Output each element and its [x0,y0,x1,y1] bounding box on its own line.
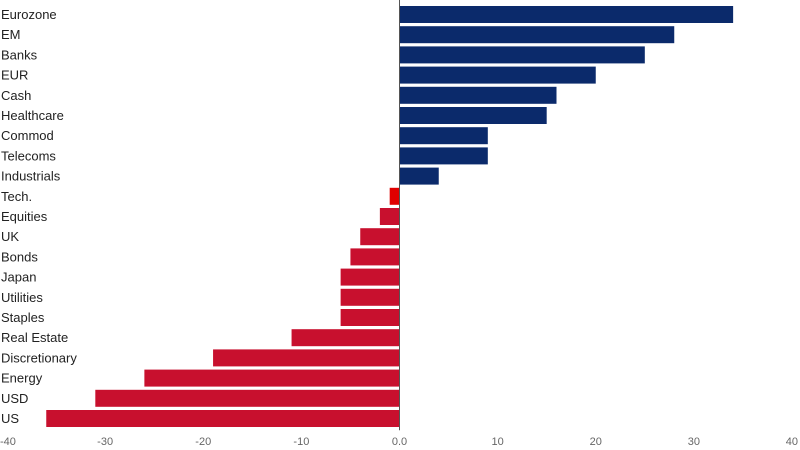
category-label-uk: UK [1,229,19,244]
x-tick-labels-layer: -40 -30 -20 -10 0.0 10 20 30 40 [0,436,798,448]
category-label-staples: Staples [1,310,45,325]
bar-eurozone [399,6,734,23]
bars-layer [46,6,734,427]
category-label-tech: Tech. [1,189,32,204]
bar-cash [399,86,557,104]
bar-telecoms [399,147,488,165]
bar-banks [399,46,645,64]
category-label-industrials: Industrials [1,169,61,184]
x-tick-label: 0.0 [392,436,407,448]
bar-energy [144,369,400,387]
x-tick-label: -30 [97,436,113,448]
category-label-japan: Japan [1,270,36,285]
bar-discretionary [213,349,400,367]
category-label-commod: Commod [1,128,54,143]
category-label-eurozone: Eurozone [1,7,57,22]
bar-commod [399,127,488,145]
category-label-utilities: Utilities [1,290,43,305]
category-label-us: US [1,411,19,426]
category-label-equities: Equities [1,209,48,224]
bar-bonds [350,248,400,266]
bar-us [46,410,400,427]
bar-healthcare [399,107,547,124]
bar-japan [340,268,400,286]
category-label-cash: Cash [1,88,31,103]
bar-industrials [399,167,439,185]
bar-equities [379,208,400,225]
category-label-em: EM [1,27,21,42]
category-label-telecoms: Telecoms [1,148,56,163]
x-tick-label: 20 [590,436,602,448]
category-label-eur: EUR [1,68,28,83]
category-label-discretionary: Discretionary [1,350,77,365]
bar-staples [340,309,400,326]
bar-utilities [340,288,400,306]
category-label-bonds: Bonds [1,249,38,264]
category-label-usd: USD [1,391,28,406]
bar-em [399,26,675,44]
bar-eur [399,66,596,84]
x-tick-label: 10 [492,436,504,448]
category-label-banks: Banks [1,47,38,62]
x-tick-label: -10 [293,436,309,448]
bar-uk [360,228,400,246]
category-label-healthcare: Healthcare [1,108,64,123]
bar-usd [95,389,400,407]
category-label-energy: Energy [1,371,43,386]
category-label-real-estate: Real Estate [1,330,68,345]
x-tick-label: -40 [0,436,16,448]
bar-tech [389,187,400,205]
category-labels-layer: Eurozone EM Banks EUR Cash Healthcare Commod Te… [1,7,77,426]
x-tick-label: 40 [786,436,798,448]
bar-real-estate [291,329,400,347]
x-tick-label: -20 [195,436,211,448]
x-tick-label: 30 [688,436,700,448]
